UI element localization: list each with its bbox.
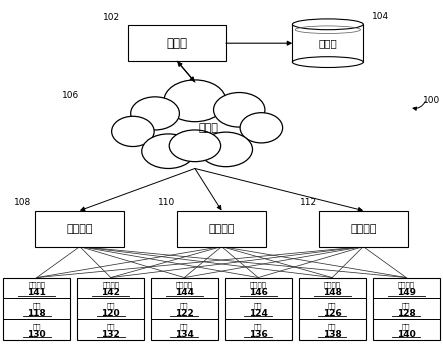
Ellipse shape: [112, 116, 154, 147]
Text: 144: 144: [175, 288, 194, 297]
Ellipse shape: [214, 93, 265, 127]
Bar: [299, 278, 366, 340]
Bar: [35, 211, 124, 247]
Text: 112: 112: [299, 198, 317, 207]
Text: 148: 148: [323, 288, 342, 297]
Text: 用户设备: 用户设备: [350, 224, 377, 234]
Text: 标签: 标签: [180, 303, 189, 309]
Text: 102: 102: [102, 13, 120, 22]
Bar: [225, 278, 292, 340]
Ellipse shape: [199, 132, 253, 167]
Text: 印刷介质: 印刷介质: [250, 282, 267, 288]
Text: 对象: 对象: [328, 324, 337, 330]
Text: 108: 108: [14, 198, 31, 207]
Text: 124: 124: [249, 309, 268, 318]
Text: 130: 130: [27, 330, 46, 338]
Text: 印刷介质: 印刷介质: [28, 282, 45, 288]
Text: 134: 134: [175, 330, 194, 338]
Text: 用户设备: 用户设备: [208, 224, 235, 234]
Ellipse shape: [131, 97, 179, 130]
Ellipse shape: [164, 80, 226, 122]
Bar: [77, 278, 144, 340]
Text: 110: 110: [158, 198, 175, 207]
Text: 对象: 对象: [180, 324, 189, 330]
Bar: [177, 211, 266, 247]
Text: 146: 146: [249, 288, 268, 297]
Text: 136: 136: [249, 330, 268, 338]
Text: 对象: 对象: [106, 324, 115, 330]
Text: 149: 149: [397, 288, 416, 297]
Bar: [128, 25, 226, 61]
Bar: [373, 278, 440, 340]
Bar: [3, 278, 70, 340]
Ellipse shape: [169, 130, 221, 162]
Text: 标签: 标签: [32, 303, 41, 309]
Text: 印刷介质: 印刷介质: [176, 282, 193, 288]
Text: 印刷介质: 印刷介质: [398, 282, 415, 288]
Text: 服务器: 服务器: [167, 37, 188, 50]
Text: 141: 141: [27, 288, 46, 297]
Text: 互联网: 互联网: [198, 123, 218, 133]
Text: 数据库: 数据库: [319, 38, 337, 48]
Ellipse shape: [292, 57, 363, 68]
Ellipse shape: [142, 134, 195, 168]
Text: 122: 122: [175, 309, 194, 318]
Text: 标签: 标签: [254, 303, 263, 309]
Text: 128: 128: [397, 309, 416, 318]
Text: 118: 118: [27, 309, 46, 318]
Bar: [319, 211, 408, 247]
Text: 印刷介质: 印刷介质: [324, 282, 341, 288]
Bar: [151, 278, 218, 340]
Bar: [292, 24, 363, 62]
Text: 126: 126: [323, 309, 342, 318]
Text: 对象: 对象: [254, 324, 263, 330]
Text: 对象: 对象: [32, 324, 41, 330]
Text: 用户设备: 用户设备: [66, 224, 93, 234]
Text: 142: 142: [101, 288, 120, 297]
Text: 132: 132: [101, 330, 120, 338]
Ellipse shape: [292, 19, 363, 30]
Text: 标签: 标签: [402, 303, 411, 309]
Text: 120: 120: [101, 309, 120, 318]
Text: 标签: 标签: [106, 303, 115, 309]
Text: 印刷介质: 印刷介质: [102, 282, 119, 288]
Ellipse shape: [240, 113, 283, 143]
Text: 106: 106: [62, 91, 79, 100]
Text: 对象: 对象: [402, 324, 411, 330]
Text: 100: 100: [423, 96, 440, 105]
Text: 140: 140: [397, 330, 416, 338]
Text: 标签: 标签: [328, 303, 337, 309]
Text: 104: 104: [372, 12, 389, 21]
Text: 138: 138: [323, 330, 342, 338]
